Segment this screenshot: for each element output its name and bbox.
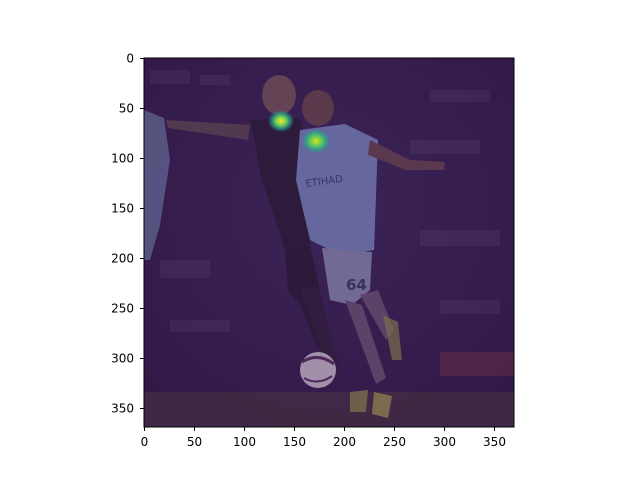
x-tick-label: 150 [283, 435, 306, 449]
x-tick-label: 200 [333, 435, 356, 449]
y-tick-label: 200 [111, 252, 134, 266]
x-axis: 0 50 100 150 200 250 300 350 [141, 427, 506, 449]
y-tick-label: 150 [111, 202, 134, 216]
heatmap-hotspot [268, 110, 294, 132]
sponsor-text: ETIHAD [305, 174, 344, 190]
x-tick-label: 350 [483, 435, 506, 449]
y-tick-label: 250 [111, 302, 134, 316]
y-axis: 0 50 100 150 200 250 300 350 [111, 52, 144, 416]
x-tick-label: 300 [433, 435, 456, 449]
x-tick-label: 0 [141, 435, 149, 449]
heatmap-hotspot [302, 129, 330, 153]
x-tick-label: 100 [233, 435, 256, 449]
football [300, 352, 336, 388]
y-tick-label: 0 [126, 52, 134, 66]
y-tick-label: 350 [111, 402, 134, 416]
y-tick-label: 100 [111, 152, 134, 166]
photo-image: 64 ETIHAD [144, 58, 514, 427]
axes-frame [143, 57, 515, 428]
player-light-kit: 64 ETIHAD [296, 90, 445, 384]
y-tick-label: 300 [111, 352, 134, 366]
x-tick-label: 250 [383, 435, 406, 449]
jersey-number: 64 [346, 276, 367, 294]
x-tick-label: 50 [187, 435, 202, 449]
y-tick-label: 50 [119, 102, 134, 116]
